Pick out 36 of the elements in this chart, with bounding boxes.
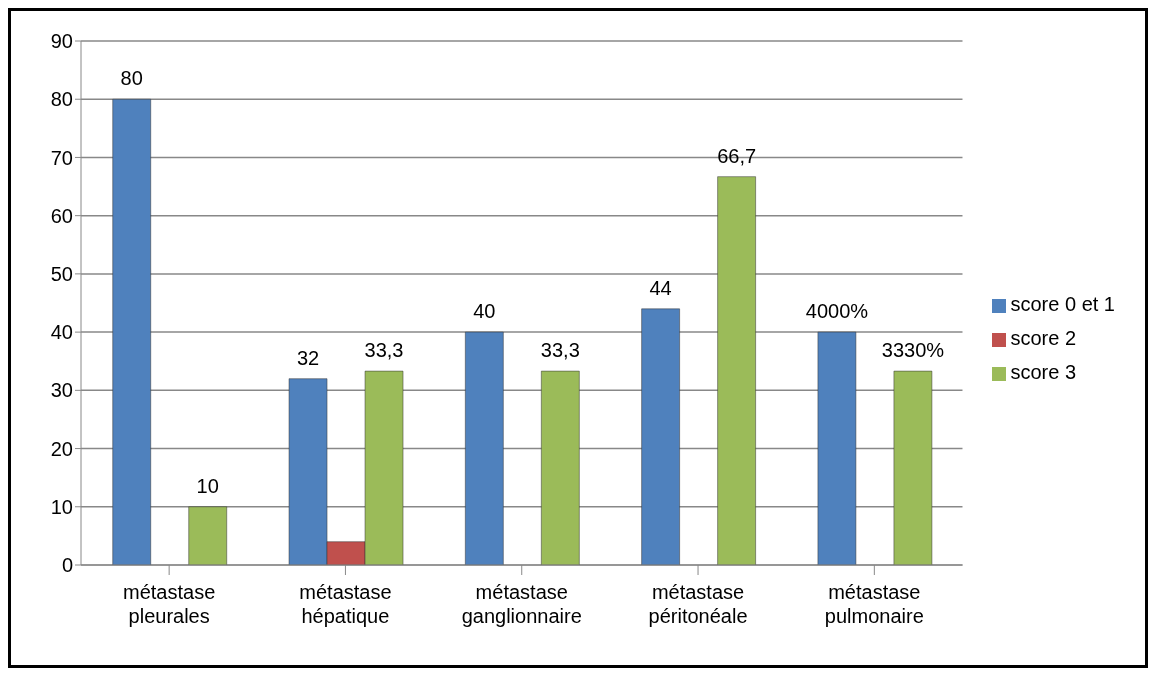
bar <box>641 308 680 565</box>
y-tick-label: 70 <box>50 146 73 169</box>
data-label: 4000% <box>805 300 869 323</box>
y-tick-label: 90 <box>50 30 73 53</box>
bar <box>893 370 933 565</box>
bar <box>112 98 151 565</box>
y-tick-label: 60 <box>50 204 73 227</box>
y-tick-label: 40 <box>50 321 73 344</box>
y-tick-label: 0 <box>61 554 73 577</box>
y-tick-label: 50 <box>50 262 73 285</box>
y-tick-label: 80 <box>50 88 73 111</box>
data-label: 33,3 <box>540 339 580 362</box>
bar <box>717 176 756 565</box>
x-tick-label: métastase pleurales <box>123 581 216 627</box>
y-tick-label: 10 <box>50 495 73 518</box>
bar <box>817 331 857 565</box>
bar <box>465 331 504 565</box>
data-label: 80 <box>120 67 143 90</box>
x-tick-label: métastase hépatique <box>299 581 392 627</box>
x-tick-label: métastase ganglionnaire <box>461 581 582 627</box>
bar <box>541 370 580 565</box>
y-tick-label: 20 <box>50 437 73 460</box>
data-label: 66,7 <box>717 144 757 167</box>
data-label: 44 <box>649 276 672 299</box>
data-label: 10 <box>196 474 219 497</box>
legend-label: score 0 et 1 <box>1010 293 1115 315</box>
data-label: 33,3 <box>364 339 404 362</box>
x-tick-label: métastase péritonéale <box>648 581 748 627</box>
data-label: 32 <box>296 346 320 369</box>
y-tick-label: 30 <box>50 379 73 402</box>
data-label: 40 <box>473 300 496 323</box>
legend-label: score 3 <box>1010 361 1077 383</box>
bar <box>188 506 227 565</box>
data-label: 3330% <box>881 339 945 362</box>
x-tick-label: métastase pulmonaire <box>824 581 924 627</box>
legend-label: score 2 <box>1010 327 1077 349</box>
